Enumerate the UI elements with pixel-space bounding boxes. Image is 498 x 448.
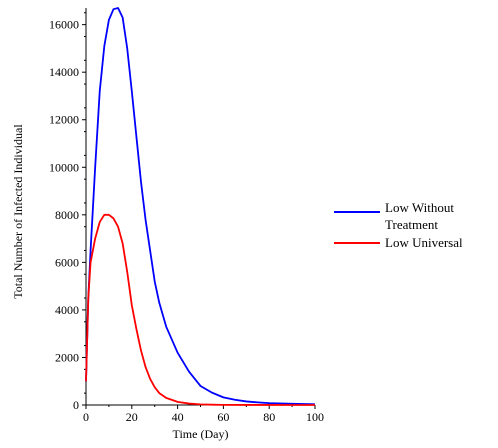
series-line-low-without-treatment	[85, 7, 316, 406]
x-tick-label: 20	[126, 410, 138, 424]
x-tick-label: 60	[217, 410, 229, 424]
x-tick-label: 80	[263, 410, 275, 424]
axes	[85, 8, 315, 406]
y-tick-label: 4000	[55, 303, 79, 317]
legend-box	[332, 196, 496, 258]
y-tick-label: 2000	[55, 350, 79, 364]
y-tick-label: 10000	[49, 160, 79, 174]
x-axis-title: Time (Day)	[173, 427, 229, 441]
y-ticks: 0 2000 4000 6000 8000 10000 12000 14000 16000	[49, 12, 86, 412]
legend-label-low-without-treatment-line2: Treatment	[385, 217, 438, 232]
legend-label-low-universal: Low Universal	[385, 235, 463, 250]
legend: Low Without Treatment Low Universal	[332, 196, 496, 258]
x-tick-label: 100	[306, 410, 324, 424]
y-axis-title: Total Number of Infected Individual	[11, 124, 25, 299]
y-tick-label: 12000	[49, 113, 79, 127]
legend-label-low-without-treatment-line1: Low Without	[385, 200, 454, 215]
x-ticks: 0 20 40 60 80 100	[83, 405, 324, 424]
y-tick-label: 16000	[49, 18, 79, 32]
y-tick-label: 6000	[55, 255, 79, 269]
y-tick-label: 14000	[49, 65, 79, 79]
y-tick-label: 0	[73, 398, 79, 412]
y-tick-label: 8000	[55, 208, 79, 222]
series-line-low-universal	[85, 213, 316, 406]
series-group	[85, 7, 316, 406]
x-tick-label: 0	[83, 410, 89, 424]
x-tick-label: 40	[172, 410, 184, 424]
